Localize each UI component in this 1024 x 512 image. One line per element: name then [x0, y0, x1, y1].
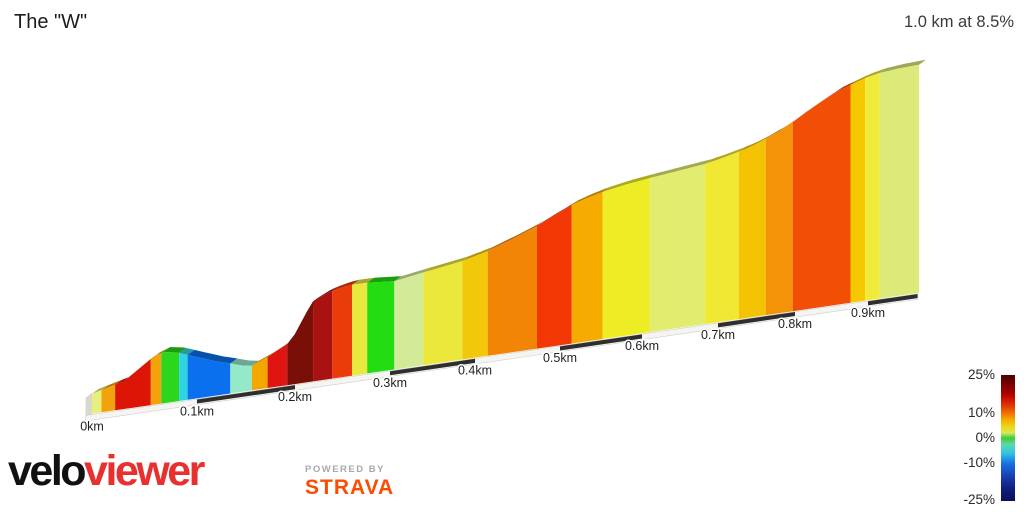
- gradient-segment: [765, 122, 793, 316]
- gradient-segment-top-face: [602, 173, 657, 192]
- gradient-segment: [92, 390, 102, 414]
- gradient-segment-top-face: [765, 117, 800, 139]
- gradient-segment: [150, 353, 162, 406]
- gradient-segment-top-face: [267, 339, 295, 357]
- gradient-segment-top-face: [367, 276, 402, 283]
- gradient-segment: [462, 251, 488, 360]
- gradient-segment-top-face: [179, 348, 195, 355]
- gradient-segment: [792, 85, 851, 312]
- gradient-segment: [161, 352, 180, 404]
- x-axis-tick-label: 0.3km: [373, 376, 407, 390]
- powered-by-strava[interactable]: POWERED BY STRAVA: [305, 464, 394, 500]
- gradient-segment-top-face: [879, 59, 926, 73]
- gradient-segment: [313, 291, 333, 382]
- gradient-segment-top-face: [251, 352, 275, 366]
- gradient-segment: [367, 281, 395, 374]
- gradient-segment-top-face: [92, 385, 109, 394]
- veloviewer-logo-viewer: viewer: [84, 447, 205, 495]
- page-title: The "W": [14, 11, 88, 33]
- gradient-segment: [850, 78, 866, 303]
- gradient-segment-top-face: [332, 279, 359, 292]
- x-axis-tick-label: 0.9km: [851, 306, 885, 320]
- x-axis-tick-label: 0.1km: [180, 404, 214, 418]
- strava-logo: STRAVA: [305, 476, 395, 499]
- gradient-segment: [187, 354, 231, 400]
- gradient-segment: [394, 272, 424, 370]
- distance-stripe-dark: [390, 358, 475, 376]
- distance-stripe-dark: [197, 385, 295, 404]
- gradient-segment-top-face: [792, 80, 858, 123]
- gradient-segment-top-face: [161, 347, 187, 354]
- gradient-segment: [705, 151, 739, 324]
- gradient-segment-top-face: [187, 349, 238, 364]
- gradient-segment: [602, 178, 650, 339]
- gradient-segment: [179, 353, 188, 401]
- gradient-segment-top-face: [150, 348, 169, 359]
- gradient-segment-top-face: [865, 68, 887, 79]
- gradient-segment-top-face: [537, 200, 579, 227]
- gradient-segment-top-face: [101, 379, 123, 391]
- gradient-segment-top-face: [352, 277, 375, 285]
- gradient-segment: [230, 363, 252, 394]
- distance-stripe-dark: [718, 311, 795, 328]
- gradient-segment: [649, 164, 706, 333]
- gradient-segment-top-face: [738, 133, 773, 152]
- x-axis-tick-label: 0.8km: [778, 317, 812, 331]
- profile-left-side-face: [85, 392, 92, 417]
- gradient-segment-top-face: [462, 246, 495, 261]
- gradient-segment-top-face: [571, 187, 610, 206]
- x-axis-tick-label: 0.4km: [458, 364, 492, 378]
- gradient-segment: [571, 192, 603, 344]
- gradient-segment: [287, 301, 314, 386]
- gradient-segment-top-face: [394, 267, 431, 282]
- gradient-segment: [267, 344, 288, 388]
- gradient-segment-top-face: [487, 221, 544, 252]
- x-axis-tick-label: 0.7km: [701, 328, 735, 342]
- gradient-segment: [537, 205, 572, 349]
- gradient-segment: [352, 282, 368, 376]
- gradient-segment-top-face: [705, 146, 746, 164]
- gradient-segment: [865, 73, 880, 301]
- gradient-segment: [738, 138, 766, 320]
- gradient-segment-top-face: [423, 256, 470, 273]
- x-axis-tick-label: 0.6km: [625, 339, 659, 353]
- gradient-segment: [487, 226, 537, 356]
- gradient-segment-top-face: [649, 159, 713, 179]
- gradient-segment: [251, 357, 268, 391]
- gradient-segment-top-face: [850, 73, 873, 85]
- veloviewer-logo-velo: velo: [8, 447, 87, 495]
- gradient-segment-top-face: [230, 358, 259, 366]
- gradient-segment: [115, 359, 151, 411]
- distance-stripe-dark: [560, 334, 642, 351]
- x-axis-tick-label: 0.5km: [543, 351, 577, 365]
- powered-by-label: POWERED BY: [305, 464, 385, 475]
- gradient-segment: [332, 284, 352, 379]
- gradient-segment-top-face: [313, 286, 340, 302]
- distance-stripe-dark: [868, 294, 918, 306]
- x-axis-tick-label: 0km: [80, 420, 104, 434]
- gradient-segment: [879, 64, 919, 299]
- x-axis-tick-label: 0.2km: [278, 390, 312, 404]
- climb-summary: 1.0 km at 8.5%: [903, 13, 1014, 31]
- veloviewer-logo[interactable]: veloviewer: [8, 447, 205, 495]
- gradient-segment: [101, 384, 116, 413]
- gradient-segment: [423, 261, 463, 366]
